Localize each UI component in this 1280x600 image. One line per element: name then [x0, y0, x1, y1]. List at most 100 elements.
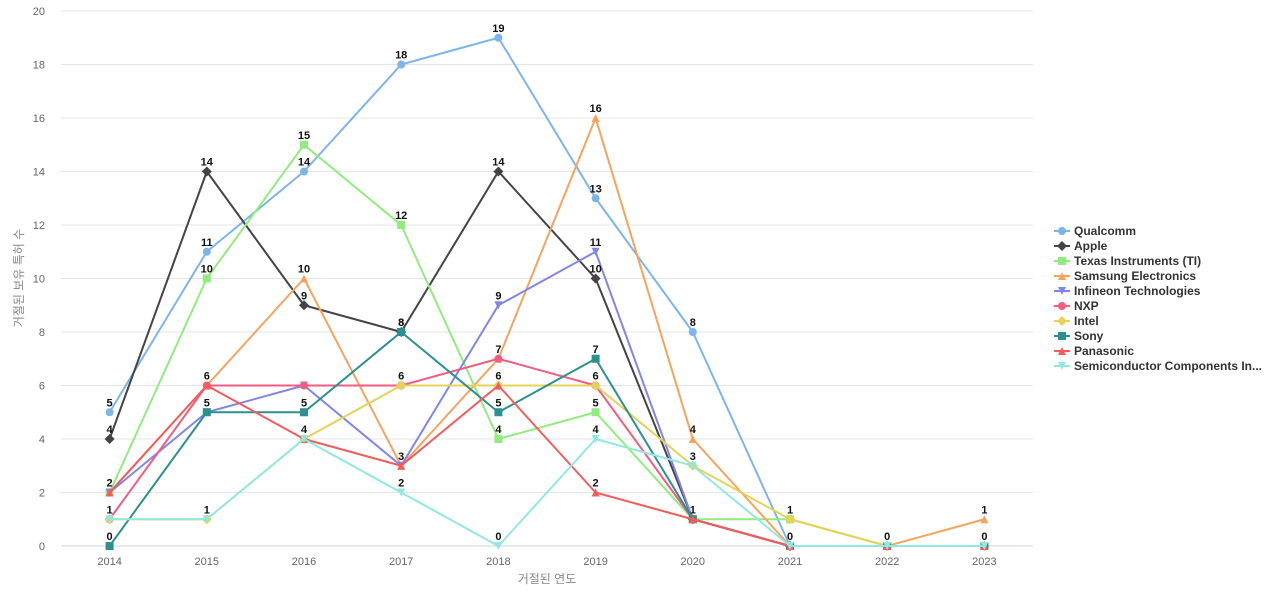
legend-symbol: [1058, 272, 1066, 280]
legend-label: Samsung Electronics: [1074, 269, 1196, 283]
legend-item[interactable]: Qualcomm: [1054, 224, 1136, 238]
legend-symbol: [1058, 332, 1066, 340]
data-point: [785, 514, 795, 525]
x-axis: 2014 2015 2016 2017 2018 2019 2020 2021 2022 2023: [97, 556, 996, 568]
data-point: [786, 542, 794, 550]
data-point: [397, 60, 406, 69]
legend-item[interactable]: Texas Instruments (TI): [1054, 254, 1201, 268]
data-label: 5: [593, 397, 599, 409]
data-label: 4: [495, 424, 502, 436]
data-point: [494, 354, 503, 363]
legend-label: Texas Instruments (TI): [1074, 254, 1201, 268]
legend-item[interactable]: Sony: [1054, 329, 1104, 343]
data-point: [202, 408, 211, 417]
legend-symbol: [1058, 287, 1066, 295]
legend-item[interactable]: NXP: [1054, 299, 1099, 313]
data-point: [300, 408, 308, 417]
data-point: [202, 274, 211, 283]
data-point: [299, 300, 309, 311]
data-label: 13: [589, 183, 601, 195]
data-point: [300, 435, 308, 443]
data-point: [300, 140, 308, 149]
legend-label: Panasonic: [1074, 344, 1134, 358]
legend-symbol: [1058, 347, 1066, 355]
legend-item[interactable]: Intel: [1054, 314, 1099, 328]
legend-item[interactable]: Apple: [1054, 239, 1108, 253]
legend-symbol: [1057, 241, 1067, 251]
legend-symbol: [1058, 227, 1066, 235]
data-point: [688, 328, 697, 336]
data-point: [591, 435, 600, 443]
series-line: [108, 357, 985, 547]
x-tick-label: 2018: [486, 556, 510, 568]
legend-item[interactable]: Infineon Technologies: [1054, 284, 1201, 298]
x-tick-label: 2023: [972, 556, 996, 568]
data-point: [883, 542, 892, 550]
x-tick-label: 2014: [97, 556, 121, 568]
data-point: [688, 515, 697, 524]
legend-item[interactable]: Semiconductor Components In...: [1054, 359, 1262, 373]
data-point: [688, 461, 697, 470]
data-label: 10: [201, 264, 213, 276]
legend-symbol: [1058, 362, 1066, 370]
data-point: [397, 461, 406, 470]
series-5: [105, 354, 989, 550]
y-tick-label: 14: [33, 167, 45, 179]
data-label: 8: [690, 317, 696, 329]
y-axis-title: 거절된 보유 특허 수: [12, 229, 26, 327]
series-4: [105, 247, 989, 550]
series-2: [105, 140, 989, 550]
data-label: 5: [495, 397, 501, 409]
data-label: 3: [690, 451, 696, 463]
data-label: 5: [204, 397, 210, 409]
data-label: 0: [107, 531, 113, 543]
data-label: 5: [107, 397, 113, 409]
data-point: [494, 301, 503, 310]
data-point: [591, 408, 600, 417]
legend-label: Intel: [1074, 314, 1099, 328]
legend-symbol: [1058, 257, 1066, 265]
data-point: [590, 273, 601, 284]
data-label: 10: [298, 264, 310, 276]
data-label: 7: [593, 344, 599, 356]
legend-label: Sony: [1074, 329, 1104, 343]
data-label: 6: [398, 371, 404, 383]
data-label: 6: [204, 371, 210, 383]
x-tick-label: 2015: [195, 556, 219, 568]
data-point: [397, 488, 406, 497]
data-point: [494, 381, 503, 390]
y-tick-label: 6: [39, 381, 45, 393]
y-tick-label: 16: [33, 113, 45, 125]
y-tick-label: 20: [33, 6, 45, 18]
data-label: 16: [589, 103, 601, 115]
legend-item[interactable]: Samsung Electronics: [1054, 269, 1196, 283]
data-label: 2: [593, 478, 599, 490]
data-label: 14: [298, 157, 311, 169]
data-label: 2: [107, 478, 113, 490]
y-tick-label: 12: [33, 220, 45, 232]
data-point: [300, 274, 308, 283]
series-line: [109, 384, 985, 547]
data-point: [105, 515, 114, 524]
x-axis-title: 거절된 연도: [518, 572, 577, 586]
data-label: 4: [107, 424, 114, 436]
data-point: [590, 380, 601, 391]
data-point: [980, 542, 989, 550]
y-tick-label: 4: [39, 434, 45, 446]
data-point: [591, 194, 600, 203]
data-label: 1: [107, 504, 113, 516]
series-lines: [104, 33, 990, 551]
y-axis: 0 2 4 6 8 10 12 14 16 18 20: [33, 6, 45, 553]
series-line: [108, 36, 985, 547]
data-point: [494, 435, 503, 443]
legend-item[interactable]: Panasonic: [1054, 344, 1134, 358]
data-point: [980, 515, 989, 524]
data-label: 4: [690, 424, 697, 436]
data-label: 4: [301, 424, 308, 436]
series-line: [108, 384, 985, 547]
data-point: [300, 167, 308, 176]
x-tick-label: 2017: [389, 556, 413, 568]
data-label: 12: [395, 210, 407, 222]
